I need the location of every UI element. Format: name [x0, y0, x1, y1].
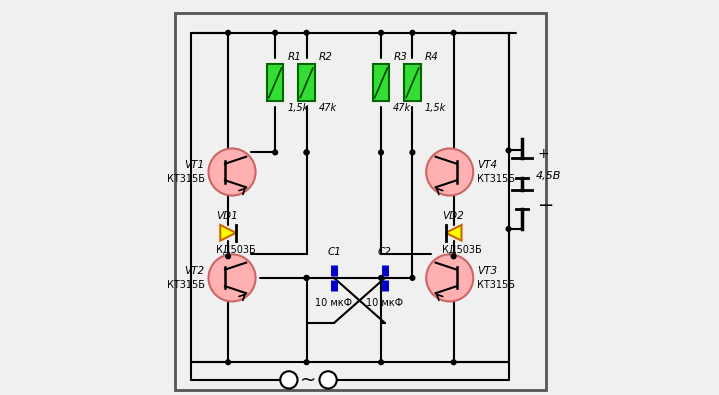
Text: КТ315Б: КТ315Б [477, 280, 516, 290]
Circle shape [304, 276, 309, 280]
Circle shape [226, 30, 231, 35]
Circle shape [426, 149, 473, 196]
Circle shape [410, 276, 415, 280]
Text: VD1: VD1 [216, 211, 238, 221]
Circle shape [273, 150, 278, 155]
Circle shape [209, 254, 255, 301]
Circle shape [304, 360, 309, 365]
Circle shape [379, 30, 383, 35]
Text: КТ315Б: КТ315Б [167, 174, 205, 184]
Circle shape [506, 148, 511, 153]
Text: 47k: 47k [319, 103, 336, 113]
Circle shape [226, 360, 231, 365]
Text: 47k: 47k [393, 103, 411, 113]
Circle shape [280, 371, 298, 389]
Circle shape [379, 360, 383, 365]
Text: КД503Б: КД503Б [442, 245, 482, 255]
Circle shape [426, 254, 473, 301]
Text: VT1: VT1 [185, 160, 205, 170]
Text: R3: R3 [393, 52, 407, 62]
FancyBboxPatch shape [267, 64, 283, 102]
Circle shape [379, 150, 383, 155]
Text: 10 мкФ: 10 мкФ [367, 299, 403, 308]
Text: КД503Б: КД503Б [216, 245, 256, 255]
Circle shape [304, 30, 309, 35]
FancyBboxPatch shape [373, 64, 389, 102]
Polygon shape [446, 225, 462, 241]
Text: ~: ~ [301, 371, 316, 389]
Polygon shape [220, 225, 236, 241]
Circle shape [226, 254, 231, 259]
Text: VD2: VD2 [442, 211, 464, 221]
Text: C1: C1 [327, 247, 341, 257]
Circle shape [304, 150, 309, 155]
Text: 1,5k: 1,5k [425, 103, 446, 113]
Circle shape [452, 30, 456, 35]
Text: −: − [538, 196, 554, 215]
Circle shape [319, 371, 336, 389]
FancyBboxPatch shape [298, 64, 315, 102]
Circle shape [379, 276, 383, 280]
Circle shape [452, 360, 456, 365]
Circle shape [304, 276, 309, 280]
Text: R4: R4 [425, 52, 439, 62]
Text: VT2: VT2 [185, 266, 205, 276]
Text: VT3: VT3 [477, 266, 498, 276]
Circle shape [452, 254, 456, 259]
Text: C2: C2 [378, 247, 392, 257]
Circle shape [410, 30, 415, 35]
Text: КТ315Б: КТ315Б [477, 174, 516, 184]
Text: VT4: VT4 [477, 160, 498, 170]
Circle shape [209, 149, 255, 196]
Text: 4,5В: 4,5В [536, 171, 562, 181]
Text: +: + [538, 147, 549, 161]
Text: R1: R1 [288, 52, 301, 62]
Text: R2: R2 [319, 52, 333, 62]
Text: КТ315Б: КТ315Б [167, 280, 205, 290]
Text: 1,5k: 1,5k [288, 103, 308, 113]
Circle shape [410, 150, 415, 155]
Circle shape [304, 150, 309, 155]
Circle shape [506, 226, 511, 231]
Text: 10 мкФ: 10 мкФ [316, 299, 352, 308]
FancyBboxPatch shape [404, 64, 421, 102]
Circle shape [273, 30, 278, 35]
